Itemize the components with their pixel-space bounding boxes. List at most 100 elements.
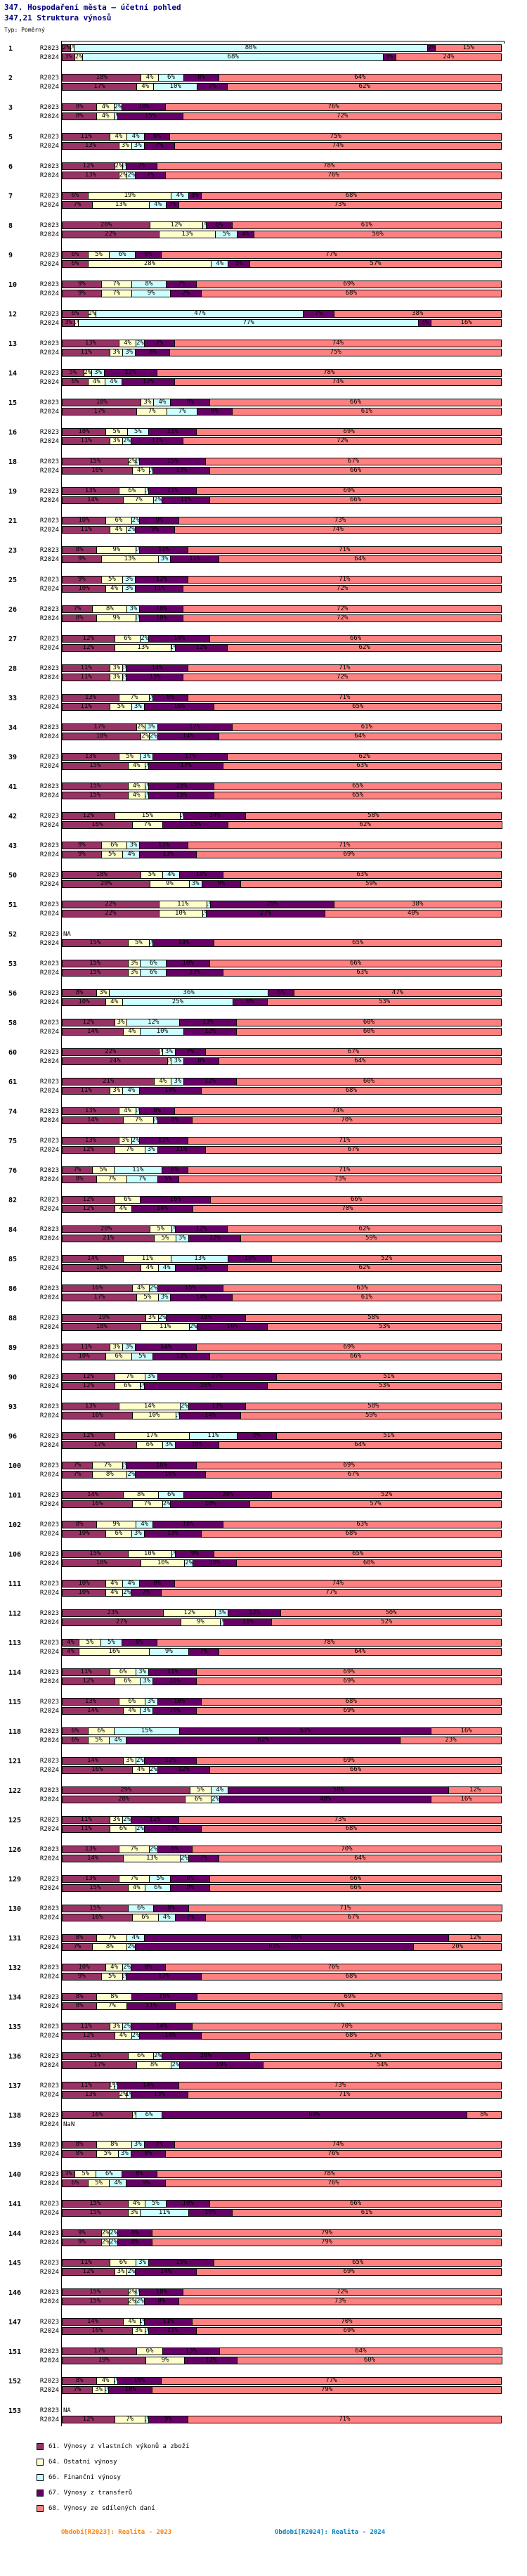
- bar-segment-61: 8%: [62, 2141, 98, 2149]
- bar-segment-68: 15%: [435, 44, 502, 52]
- period-label: R2024: [39, 792, 59, 799]
- bar-segment-68: 57%: [249, 1500, 502, 1508]
- bar-segment-61: 15%: [62, 2288, 129, 2296]
- bar-segment-64: 4%: [141, 1264, 159, 1272]
- bar-row-r2024: R2024 12% 4% 14% 70%: [4, 1205, 527, 1213]
- stacked-bar: 18% 3% 4% 9% 66%: [62, 399, 505, 406]
- bar-segment-66: 3%: [131, 2141, 145, 2149]
- bar-segment-66: 3%: [162, 1441, 176, 1449]
- chart-row-16: 16 R2023 10% 5% 5% 11% 69% R2024 11% 3% 2% 12% 72%: [4, 428, 527, 445]
- bar-segment-67: 9%: [174, 1550, 215, 1558]
- bar-segment-64: 10%: [158, 910, 203, 917]
- bar-segment-67: 12%: [143, 1757, 197, 1765]
- chart-row-134: 134 R2023 8% 8% 15% 69% R2024 8% 7% 11% 74%: [4, 1993, 527, 2010]
- bar-segment-68: 69%: [197, 1993, 502, 2001]
- stacked-bar: 9% 13% 3% 11% 64%: [62, 555, 505, 563]
- period-label: R2023: [39, 1108, 59, 1115]
- period-label: R2024: [39, 1029, 59, 1036]
- period-label: R2024: [39, 2062, 59, 2069]
- bar-segment-68: 58%: [245, 1314, 502, 1322]
- bar-segment-61: 11%: [62, 133, 111, 141]
- bar-segment-61: 22%: [62, 1048, 160, 1056]
- bar-segment-61: 11%: [62, 703, 111, 711]
- bar-segment-67: 15%: [139, 458, 206, 465]
- stacked-bar: 14% 11% 13% 10% 52%: [62, 1255, 505, 1263]
- chart-row-13: 13 R2023 13% 4% 2% 7% 74% R2024 11% 3% 3% 8% 75%: [4, 340, 527, 356]
- period-label: R2024: [39, 940, 59, 947]
- stacked-bar: 24%1%3%8%64%: [62, 1057, 505, 1065]
- bar-segment-67: 20%: [183, 1491, 273, 1499]
- bar-row-r2024: R2024 12% 3% 2% 14% 69%: [4, 2268, 527, 2276]
- bar-segment-64: 7%: [114, 1373, 145, 1381]
- bar-segment-68: 72%: [183, 585, 502, 593]
- stacked-bar: 18% 11% 2% 16% 53%: [62, 1323, 505, 1331]
- row-number: 12: [8, 311, 18, 318]
- chart-row-14: 14 R2023 5% 2% 3% 12% 78% R2024 6% 4% 4% 12% 74%: [4, 369, 527, 386]
- period-label: R2023: [39, 399, 59, 406]
- bar-row-r2023: R2023 11% 6% 3% 15% 65%: [4, 2259, 527, 2267]
- bar-segment-66: 4%: [126, 133, 145, 141]
- period-label: R2024: [39, 497, 59, 504]
- bar-segment-67: 11%: [148, 487, 197, 495]
- stacked-bar: 12%13%1%12%62%: [62, 644, 505, 652]
- bar-segment-67: 14%: [170, 1294, 233, 1301]
- bar-segment-68: 16%: [431, 319, 502, 327]
- stacked-bar: 15%10%1%9%65%: [62, 1550, 505, 1558]
- bar-segment-66: 68%: [82, 53, 384, 61]
- bar-segment-67: 11%: [143, 2318, 193, 2326]
- bar-segment-68: 73%: [178, 201, 502, 209]
- bar-row-r2023: R2023 11% 6% 3% 11% 69%: [4, 1668, 527, 1676]
- stacked-bar: 13% 4% 2% 7% 74%: [62, 340, 505, 347]
- stacked-bar: 14% 8% 6% 20% 52%: [62, 1491, 505, 1499]
- stacked-bar: 14% 13% 2% 7% 64%: [62, 1855, 505, 1862]
- row-number: 102: [8, 1521, 22, 1529]
- bar-segment-61: 11%: [62, 1825, 111, 1833]
- chart-row-129: 129 R2023 13% 7% 5% 9% 66% R2024 15% 4% 6% 9% 66%: [4, 1875, 527, 1892]
- bar-segment-61: 14%: [62, 1855, 124, 1862]
- bar-row-r2024: R2024 8% 5% 3% 8% 76%: [4, 2150, 527, 2158]
- row-number: 58: [8, 1019, 18, 1027]
- stacked-bar: 12% 6% 3% 10% 69%: [62, 1677, 505, 1685]
- stacked-bar: 13% 14% 2% 13% 58%: [62, 1403, 505, 1410]
- stacked-bar: 12% 7% 3% 27% 51%: [62, 1373, 505, 1381]
- row-number: 132: [8, 1964, 22, 1972]
- period-label: R2024: [39, 910, 59, 917]
- bar-row-r2024: R2024 7% 8% 2% 63% 20%: [4, 1943, 527, 1951]
- bar-segment-61: 3%: [62, 53, 75, 61]
- bar-segment-61: 7%: [62, 2386, 93, 2394]
- bar-segment-66: 3%: [175, 1235, 189, 1242]
- stacked-bar: 23% 12% 3% 12% 50%: [62, 1609, 505, 1617]
- bar-segment-61: 7%: [62, 1462, 93, 1469]
- stacked-bar: 16%4%1%13%66%: [62, 467, 505, 475]
- stacked-bar: 15% 6% 8% 71%: [62, 1905, 505, 1912]
- bar-segment-66: 3%: [188, 880, 202, 888]
- bar-segment-64: 8%: [92, 1943, 128, 1951]
- bar-segment-68: 68%: [200, 290, 502, 297]
- stacked-bar: 16% 7% 2% 18% 57%: [62, 1500, 505, 1508]
- bar-row-r2024: R2024 11% 4% 2% 9% 74%: [4, 526, 527, 534]
- bar-segment-64: 9%: [150, 880, 190, 888]
- bar-segment-67: 50%: [228, 1786, 450, 1794]
- bar-segment-64: 8%: [136, 2061, 172, 2069]
- legend-swatch-67: [37, 2490, 44, 2497]
- bar-segment-67: 6%: [161, 1166, 188, 1174]
- row-number: 137: [8, 2082, 22, 2090]
- bar-row-r2023: R2023 9% 6% 3% 11% 71%: [4, 842, 527, 849]
- row-number: 106: [8, 1551, 22, 1559]
- bar-segment-67: 10%: [188, 2209, 233, 2217]
- stacked-bar: 16% 4% 2% 15% 63%: [62, 1284, 505, 1292]
- bar-segment-61: 24%: [62, 1057, 169, 1065]
- report-subtitle: 347,21 Struktura výnosů: [4, 13, 112, 22]
- bar-segment-67: 28%: [210, 901, 334, 908]
- bar-segment-61: 10%: [62, 1580, 106, 1588]
- bar-segment-66: 6%: [140, 960, 167, 967]
- bar-segment-67: 3%: [188, 192, 202, 200]
- period-label: R2024: [39, 231, 59, 238]
